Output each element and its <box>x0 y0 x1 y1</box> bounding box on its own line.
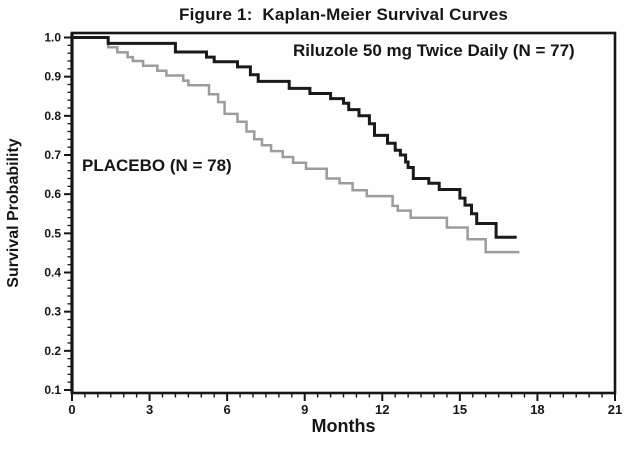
riluzole-curve <box>72 36 517 239</box>
x-axis: 0 3 6 9 12 15 18 21 <box>68 393 622 417</box>
placebo-series-label: PLACEBO (N = 78) <box>82 156 232 175</box>
x-tick-label: 21 <box>608 402 622 417</box>
y-tick-label: 0.7 <box>44 148 61 162</box>
x-tick-label: 18 <box>530 402 544 417</box>
figure-title: Figure 1: Kaplan-Meier Survival Curves <box>178 5 508 24</box>
y-tick-label: 0.2 <box>44 344 61 358</box>
x-tick-label: 3 <box>146 402 153 417</box>
riluzole-series-label: Riluzole 50 mg Twice Daily (N = 77) <box>293 41 575 60</box>
y-tick-label: 0.4 <box>44 266 61 280</box>
y-tick-label: 0.1 <box>44 383 61 397</box>
y-tick-label: 0.3 <box>44 305 61 319</box>
x-tick-label: 6 <box>224 402 231 417</box>
x-axis-label: Months <box>311 416 376 436</box>
y-tick-label: 0.6 <box>44 187 61 201</box>
x-tick-label: 0 <box>68 402 75 417</box>
y-tick-label: 0.9 <box>44 70 61 84</box>
y-tick-label: 1.0 <box>44 31 61 45</box>
y-tick-label: 0.8 <box>44 109 61 123</box>
x-tick-label: 12 <box>375 402 389 417</box>
y-axis: 1.0 0.9 0.8 0.7 0.6 0.5 0.4 0.3 0.2 0.1 <box>44 31 72 397</box>
y-tick-label: 0.5 <box>44 226 61 240</box>
x-tick-label: 15 <box>453 402 467 417</box>
x-tick-label: 9 <box>301 402 308 417</box>
placebo-curve <box>72 36 520 254</box>
plot-frame <box>70 31 617 395</box>
